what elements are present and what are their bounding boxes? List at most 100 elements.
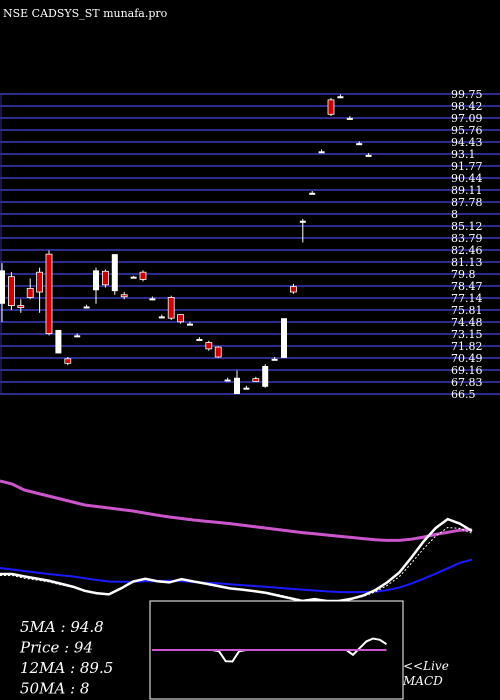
price-tick-label: 77.14 bbox=[451, 292, 483, 305]
price-tick-label: 8 bbox=[451, 208, 458, 221]
candle bbox=[346, 116, 353, 120]
candle-body bbox=[158, 316, 165, 319]
candle bbox=[17, 299, 25, 313]
candle-body bbox=[55, 329, 62, 354]
candle bbox=[309, 190, 316, 195]
candle-body bbox=[337, 96, 344, 99]
candle-body bbox=[299, 220, 306, 223]
candle bbox=[271, 357, 278, 361]
price-tick-label: 94.43 bbox=[451, 136, 483, 149]
price-tick-label: 83.79 bbox=[451, 232, 483, 245]
candle bbox=[74, 333, 81, 338]
price-tick-label: 81.13 bbox=[451, 256, 483, 269]
candle bbox=[318, 149, 325, 154]
candle-body bbox=[252, 378, 260, 382]
price-tick-label: 78.47 bbox=[451, 280, 483, 293]
candle-body bbox=[365, 154, 372, 157]
candle-body bbox=[346, 117, 353, 120]
candle bbox=[234, 370, 240, 394]
candle bbox=[64, 357, 72, 366]
stat-12ma: 12MA : 89.5 bbox=[20, 659, 113, 677]
candle bbox=[111, 254, 118, 295]
candle-body bbox=[26, 288, 34, 298]
candle-body bbox=[45, 253, 53, 334]
candle bbox=[205, 340, 213, 351]
candle-body bbox=[111, 254, 118, 292]
stat-price: Price : 94 bbox=[19, 639, 93, 657]
ma-line-slow bbox=[0, 479, 472, 542]
candle bbox=[281, 318, 287, 358]
candle-body bbox=[0, 270, 5, 304]
price-tick-label: 99.75 bbox=[451, 88, 483, 101]
live-label: <<Live bbox=[403, 659, 449, 673]
candle-body bbox=[130, 276, 137, 279]
candle bbox=[93, 267, 99, 304]
candle bbox=[262, 364, 269, 388]
candle bbox=[299, 218, 306, 243]
price-tick-label: 75.81 bbox=[451, 304, 483, 317]
macd-label: MACD bbox=[402, 674, 443, 688]
candle bbox=[36, 267, 43, 313]
candle bbox=[337, 94, 344, 99]
candle-body bbox=[214, 346, 222, 358]
candle bbox=[45, 250, 53, 336]
candle-body bbox=[234, 377, 240, 394]
candle bbox=[177, 314, 185, 324]
candle bbox=[83, 304, 90, 309]
candle bbox=[252, 376, 260, 382]
candle bbox=[356, 141, 363, 146]
price-tick-label: 71.82 bbox=[451, 340, 483, 353]
price-tick-label: 98.42 bbox=[451, 100, 483, 113]
candle-body bbox=[64, 358, 72, 364]
moving-average-panel bbox=[0, 479, 473, 603]
candle bbox=[55, 329, 62, 354]
candle-body bbox=[139, 271, 147, 280]
chart-title: NSE CADSYS_ST munafa.pro bbox=[3, 7, 168, 20]
stats-box-bg bbox=[3, 605, 150, 700]
candle-body bbox=[83, 306, 90, 309]
price-axis-ticks: 99.7598.4297.0995.7694.4393.191.7790.448… bbox=[451, 88, 483, 401]
candle bbox=[7, 272, 15, 311]
candle-body bbox=[102, 270, 109, 286]
candle-body bbox=[36, 271, 43, 293]
candle bbox=[130, 275, 137, 279]
macd-panel bbox=[149, 600, 404, 700]
candle bbox=[167, 295, 175, 321]
price-tick-label: 90.44 bbox=[451, 172, 483, 185]
price-tick-label: 87.78 bbox=[451, 196, 483, 209]
candle bbox=[214, 346, 222, 358]
price-tick-label: 69.16 bbox=[451, 364, 483, 377]
candle bbox=[365, 153, 372, 157]
candle bbox=[187, 321, 193, 326]
candlestick-series bbox=[0, 94, 372, 394]
ma-line-fast bbox=[0, 517, 473, 603]
candle bbox=[102, 269, 109, 288]
price-tick-label: 74.48 bbox=[451, 316, 483, 329]
candle bbox=[149, 296, 156, 301]
candle-body bbox=[289, 286, 297, 293]
candle bbox=[26, 278, 34, 300]
stats-box: 5MA : 94.8 Price : 94 12MA : 89.5 50MA : 8 bbox=[3, 605, 150, 700]
price-tick-label: 85.12 bbox=[451, 220, 483, 233]
candle-body bbox=[74, 335, 81, 338]
candle-body bbox=[205, 342, 213, 350]
price-tick-label: 97.09 bbox=[451, 112, 483, 125]
candle-body bbox=[309, 192, 316, 195]
price-tick-label: 67.83 bbox=[451, 376, 483, 389]
price-tick-label: 66.5 bbox=[451, 388, 476, 401]
candle-body bbox=[327, 99, 335, 115]
candle-body bbox=[93, 270, 99, 291]
candle bbox=[120, 292, 128, 300]
candle bbox=[158, 314, 165, 319]
candle-body bbox=[120, 294, 128, 298]
candle-body bbox=[318, 151, 325, 154]
price-tick-label: 89.11 bbox=[451, 184, 483, 197]
candle bbox=[327, 98, 335, 117]
candle bbox=[289, 283, 297, 294]
candle-body bbox=[17, 305, 25, 308]
ma-line-mid bbox=[0, 558, 473, 594]
candle-body bbox=[243, 387, 250, 390]
candle-body bbox=[281, 318, 287, 358]
